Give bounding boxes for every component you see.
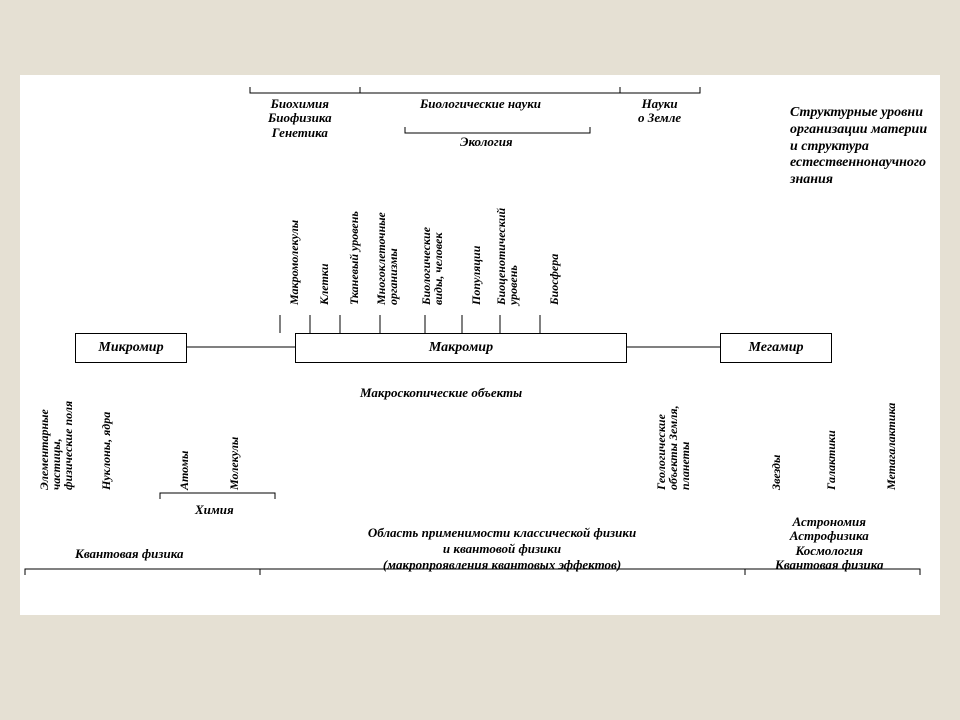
vlabel-atoms: Атомы [178,451,190,490]
label-chemistry: Химия [195,503,234,517]
label-biochem: Биохимия Биофизика Генетика [268,97,332,140]
label-ecology: Экология [460,135,513,149]
vlabel-molecules: Молекулы [228,437,240,490]
vlabel-macromolecules: Макромолекулы [288,220,300,305]
diagram-paper: Структурные уровни организации материи и… [20,75,940,615]
label-earth-sciences: Науки о Земле [638,97,681,126]
vlabel-cells: Клетки [318,263,330,305]
vlabel-nucleons: Нуклоны, ядра [100,412,112,490]
vlabel-stars: Звезды [770,455,782,490]
vlabel-biocenotic: Биоценотическийуровень [495,208,519,305]
label-classical-applicability: Область применимости классической физики… [302,525,702,573]
vlabel-populations: Популяции [470,246,482,305]
vlabel-metagalaxy: Метагалактика [885,403,897,490]
vlabel-galaxies: Галактики [825,430,837,490]
box-megamir: Мегамир [720,333,832,363]
label-macroscopic: Макроскопические объекты [360,385,522,401]
label-astronomy-group: Астрономия Астрофизика Космология Кванто… [775,515,883,572]
vlabel-biosphere: Биосфера [548,254,560,305]
vlabel-elementary: Элементарныечастицы,физические поля [38,401,74,490]
vlabel-tissue: Тканевый уровень [348,211,360,305]
label-bio-sciences: Биологические науки [420,97,541,111]
vlabel-multicell: Многоклеточныеорганизмы [375,212,399,305]
vlabel-geological: Геологическиеобъекты Земля,планеты [655,405,691,490]
vlabel-species: Биологическиевиды, человек [420,227,444,305]
label-quantum-physics: Квантовая физика [75,547,183,561]
box-macromir: Макромир [295,333,627,363]
box-micromir: Микромир [75,333,187,363]
